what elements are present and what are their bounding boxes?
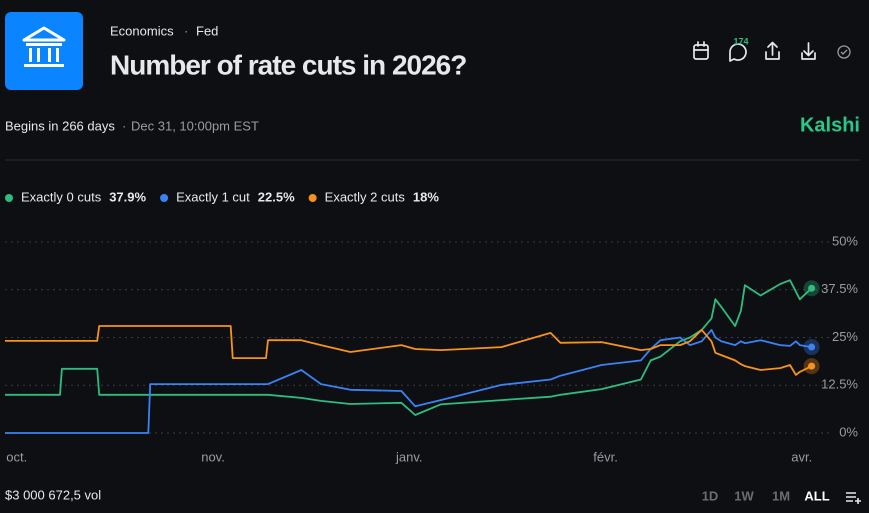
share-button[interactable] bbox=[765, 41, 780, 60]
legend-value: 37.9% bbox=[109, 189, 146, 204]
begins-text: Begins in 266 days bbox=[5, 118, 115, 133]
separator: · bbox=[122, 118, 126, 133]
legend-item[interactable]: Exactly 0 cuts 37.9% bbox=[5, 189, 147, 204]
legend-item[interactable]: Exactly 2 cuts 18% bbox=[308, 189, 440, 204]
series-line bbox=[5, 325, 812, 376]
close-date: Dec 31, 10:00pm EST bbox=[131, 118, 259, 133]
x-tick-label: janv. bbox=[395, 449, 423, 464]
subcategory[interactable]: Fed bbox=[196, 23, 218, 38]
legend-value: 22.5% bbox=[258, 189, 295, 204]
y-tick-label: 25% bbox=[832, 329, 858, 344]
range-selector: 1D 1W 1M ALL bbox=[702, 488, 830, 503]
chart-settings-button[interactable] bbox=[846, 492, 861, 504]
legend-dot bbox=[160, 194, 169, 202]
x-tick-label: avr. bbox=[791, 449, 812, 464]
market-icon bbox=[5, 12, 83, 90]
x-tick-label: févr. bbox=[593, 449, 618, 464]
market-title: Number of rate cuts in 2026? bbox=[110, 49, 466, 80]
x-tick-label: nov. bbox=[201, 449, 225, 464]
y-tick-label: 50% bbox=[832, 233, 858, 248]
comment-count: 174 bbox=[733, 36, 748, 46]
legend-value: 18% bbox=[413, 189, 439, 204]
y-tick-label: 37.5% bbox=[821, 281, 858, 296]
endpoint-dot bbox=[808, 362, 816, 370]
legend-item[interactable]: Exactly 1 cut 22.5% bbox=[160, 189, 295, 204]
range-button[interactable]: 1D bbox=[702, 488, 719, 503]
volume: $3 000 672,5 vol bbox=[5, 487, 101, 502]
legend-name: Exactly 2 cuts bbox=[325, 189, 406, 204]
check-button[interactable] bbox=[837, 45, 851, 59]
comments-button[interactable] bbox=[729, 43, 747, 62]
endpoint-dot bbox=[808, 284, 816, 292]
legend-dot bbox=[308, 194, 317, 202]
brand-logo: Kalshi bbox=[800, 114, 860, 136]
series-line bbox=[5, 279, 813, 416]
range-button[interactable]: 1M bbox=[772, 488, 790, 503]
separator: · bbox=[184, 23, 188, 38]
range-button[interactable]: 1W bbox=[734, 488, 754, 503]
series-line bbox=[5, 329, 812, 434]
plot: 0% 12.5% 25% 37.5% 50% oct. nov. janv. févr. avr. bbox=[5, 233, 858, 464]
y-tick-label: 0% bbox=[839, 424, 858, 439]
category[interactable]: Economics bbox=[110, 23, 174, 38]
legend-dot bbox=[5, 194, 13, 202]
legend: Exactly 0 cuts 37.9% Exactly 1 cut 22.5% Exa… bbox=[5, 189, 439, 204]
range-button[interactable]: ALL bbox=[804, 488, 829, 503]
legend-name: Exactly 0 cuts bbox=[21, 189, 102, 204]
x-tick-label: oct. bbox=[6, 449, 27, 464]
legend-name: Exactly 1 cut bbox=[176, 189, 250, 204]
download-button[interactable] bbox=[801, 42, 816, 60]
y-tick-label: 12.5% bbox=[821, 377, 858, 392]
calendar-button[interactable] bbox=[693, 41, 709, 60]
endpoint-dot bbox=[808, 343, 816, 351]
